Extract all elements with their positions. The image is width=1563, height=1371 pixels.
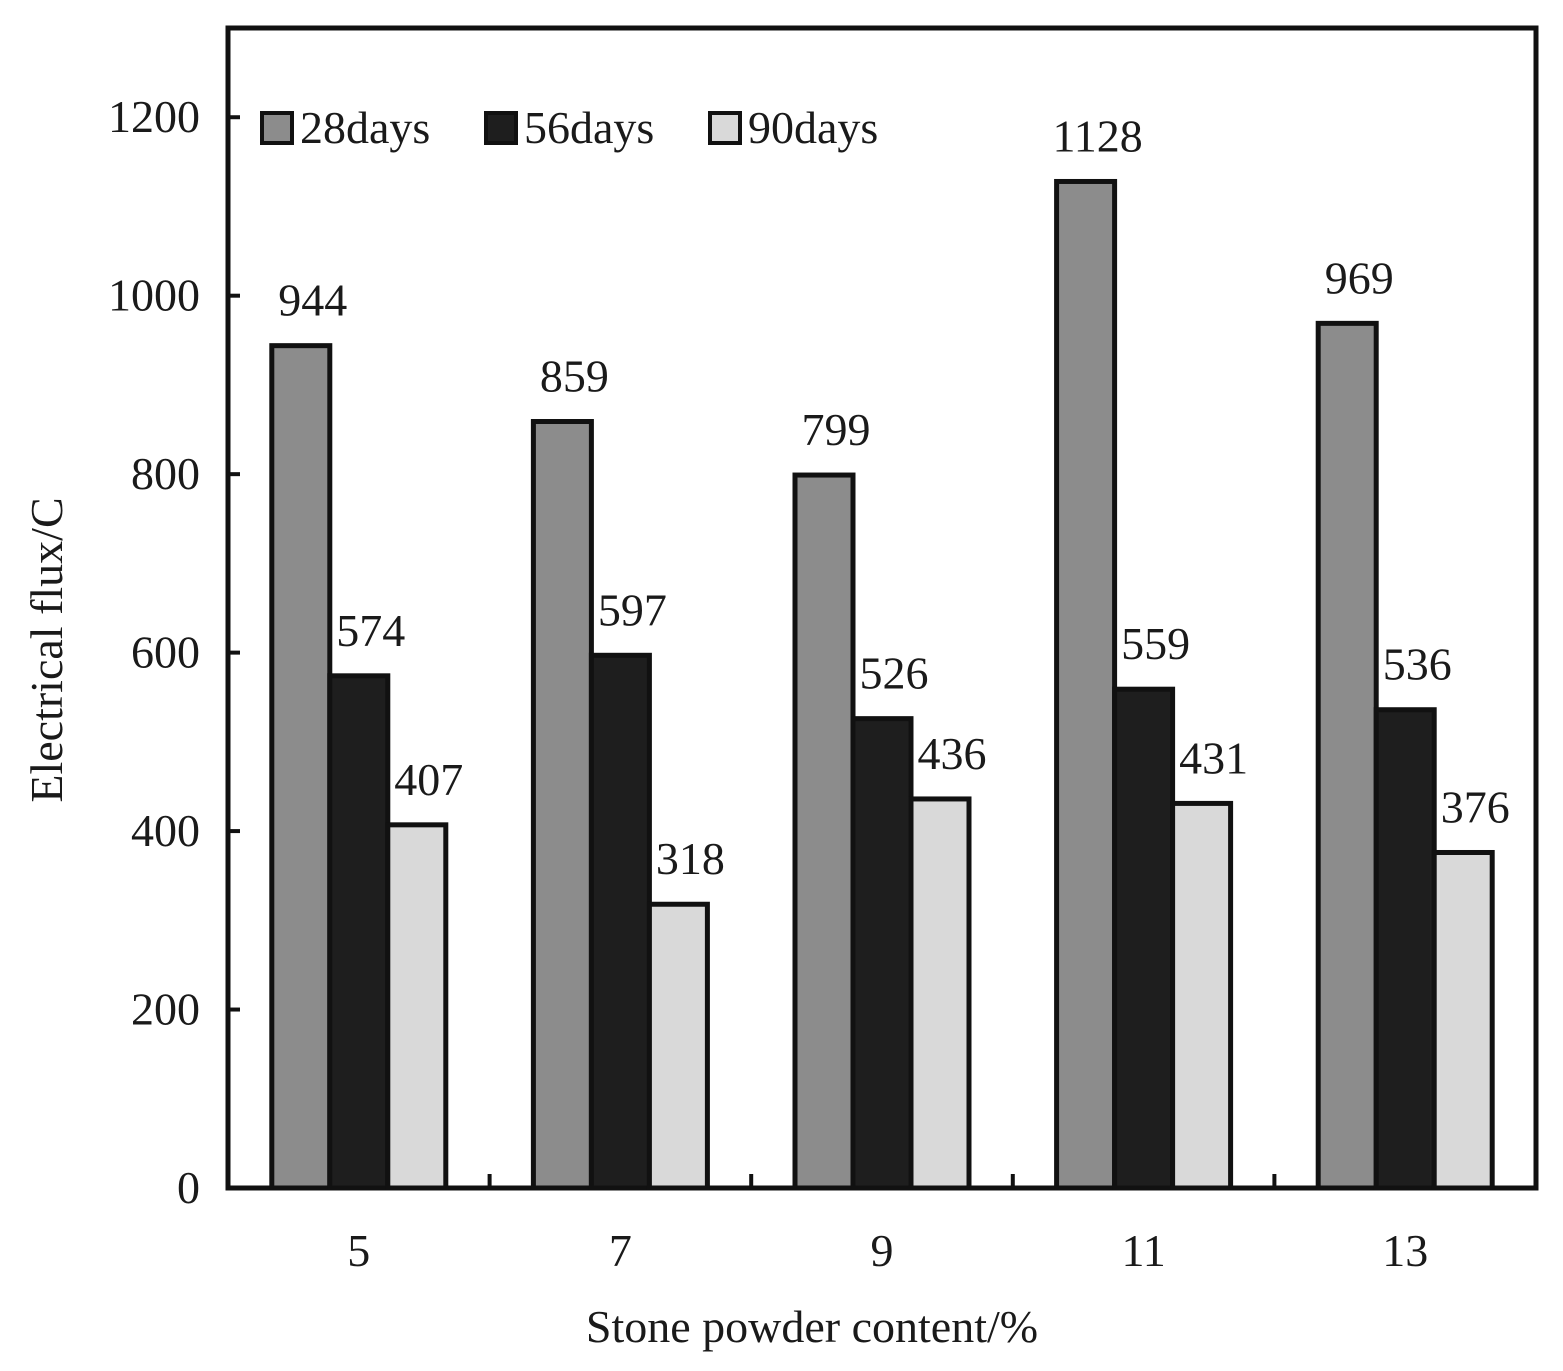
x-axis: 5 7 9 11 13	[347, 1174, 1428, 1276]
data-label: 407	[394, 754, 463, 805]
data-label: 969	[1325, 252, 1394, 303]
data-label: 526	[860, 648, 929, 699]
x-tick-label: 7	[609, 1225, 632, 1276]
data-label: 559	[1121, 618, 1190, 669]
x-tick-label: 5	[347, 1225, 370, 1276]
x-tick-label: 9	[871, 1225, 894, 1276]
bar-90days	[1170, 800, 1234, 1191]
bar-28days	[530, 419, 594, 1191]
data-label: 376	[1441, 781, 1510, 832]
y-tick-label: 600	[131, 627, 200, 678]
y-tick-label: 200	[131, 984, 200, 1035]
bar-56days	[1373, 707, 1437, 1191]
data-label: 431	[1179, 732, 1248, 783]
data-label: 859	[540, 351, 609, 402]
y-axis-title: Electrical flux/C	[21, 497, 72, 802]
bar-56days	[850, 716, 914, 1191]
bar-28days	[1054, 178, 1118, 1191]
legend-swatch	[708, 111, 742, 145]
y-tick-label: 0	[177, 1162, 200, 1213]
data-label: 799	[802, 404, 871, 455]
data-label: 436	[918, 728, 987, 779]
bar-56days	[327, 673, 391, 1191]
y-axis: 0 200 400 600 800 1000 1200	[108, 91, 240, 1213]
y-tick-label: 800	[131, 448, 200, 499]
bars	[269, 178, 1495, 1191]
bar-90days	[908, 796, 972, 1191]
bar-56days	[1112, 686, 1176, 1191]
legend-swatch	[484, 111, 518, 145]
data-label: 944	[278, 275, 347, 326]
bar-56days	[588, 652, 652, 1191]
data-label: 574	[336, 605, 405, 656]
legend-label: 90days	[748, 102, 878, 153]
data-label: 1128	[1052, 110, 1142, 161]
bar-90days	[385, 822, 449, 1191]
data-labels: 944 574 407 859 597 318 799 526 436 1128 559 431 969…	[278, 110, 1509, 884]
legend: 28days 56days 90days	[260, 102, 878, 153]
legend-label: 28days	[300, 102, 430, 153]
bar-28days	[1315, 320, 1379, 1191]
x-tick-label: 13	[1382, 1225, 1428, 1276]
data-label: 597	[598, 584, 667, 635]
legend-swatch	[260, 111, 294, 145]
y-tick-label: 1000	[108, 270, 200, 321]
x-axis-title: Stone powder content/%	[586, 1301, 1038, 1352]
data-label: 536	[1383, 639, 1452, 690]
x-tick-label: 11	[1121, 1225, 1165, 1276]
bar-28days	[269, 343, 333, 1191]
bar-90days	[1431, 849, 1495, 1191]
legend-label: 56days	[524, 102, 654, 153]
y-tick-label: 1200	[108, 91, 200, 142]
y-tick-label: 400	[131, 805, 200, 856]
bar-90days	[646, 901, 710, 1191]
bar-28days	[792, 472, 856, 1191]
data-label: 318	[656, 833, 725, 884]
